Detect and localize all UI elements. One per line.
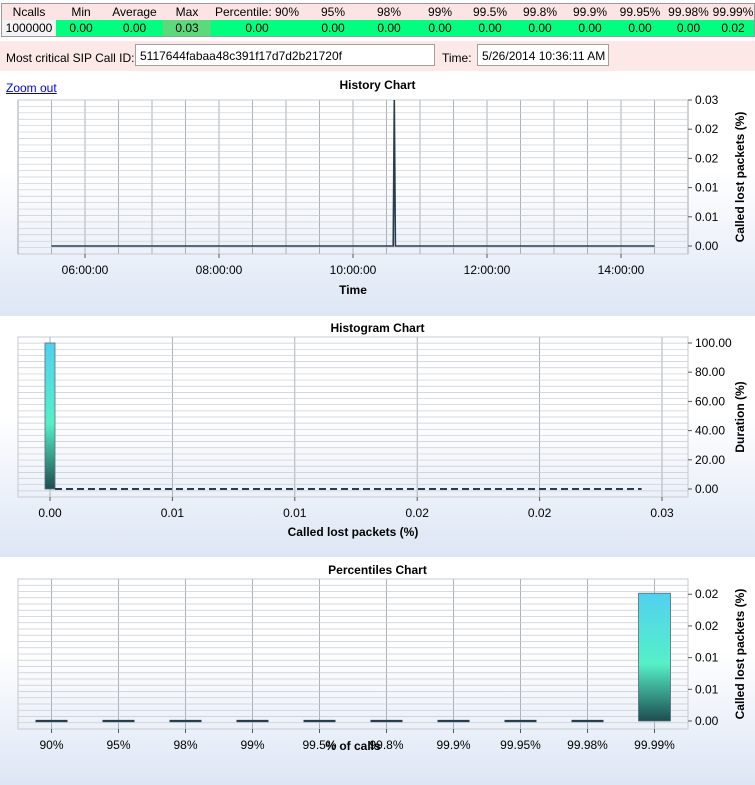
x-axis-label: % of calls <box>325 739 381 753</box>
history-chart-panel: History Chart 06:00:00 08:00:00 10:00:00 12… <box>0 74 755 316</box>
y-tick-label: 0.03 <box>695 93 719 107</box>
x-tick-label: 08:00:00 <box>196 263 243 277</box>
x-tick-label: 10:00:00 <box>330 263 377 277</box>
stats-value-cell: 0.00 <box>515 20 565 36</box>
x-tick-label: 0.01 <box>161 506 185 520</box>
stats-header-cell: Ncalls <box>2 4 56 20</box>
y-tick-label: 0.02 <box>695 122 719 136</box>
x-tick-label: 14:00:00 <box>598 263 645 277</box>
zoom-out-link[interactable]: Zoom out <box>6 81 57 95</box>
y-axis-label: Called lost packets (%) <box>733 589 747 720</box>
percentiles-chart[interactable]: 90% 95% 98% 99% 99.5% 99.8% 99.9% 99.95% 99.98% 9… <box>0 559 755 785</box>
stats-value-cell: 0.03 <box>163 20 211 36</box>
x-tick-label: 99.8% <box>369 738 403 752</box>
time-field[interactable]: 5/26/2014 10:36:11 AM <box>477 44 609 66</box>
x-tick-label: 0.03 <box>650 506 674 520</box>
critical-call-bar: Most critical SIP Call ID: 5117644fabaa4… <box>0 41 755 71</box>
x-tick-label: 99% <box>240 738 264 752</box>
y-tick-label: 40.00 <box>695 424 725 438</box>
stats-value-cell: 0.02 <box>712 20 754 36</box>
y-tick-label: 0.01 <box>695 210 719 224</box>
histogram-chart[interactable]: 0.00 0.01 0.01 0.02 0.02 0.03 0.00 20.00 40.00 60… <box>0 317 755 557</box>
y-tick-label: 100.00 <box>695 336 732 350</box>
y-tick-label: 0.02 <box>695 619 719 633</box>
x-tick-label: 95% <box>106 738 130 752</box>
stats-value-cell: 0.00 <box>465 20 515 36</box>
histogram-chart-title: Histogram Chart <box>330 321 425 335</box>
stats-value-cell: 0.00 <box>211 20 303 36</box>
x-tick-label: 99.99% <box>634 738 675 752</box>
y-tick-label: 0.00 <box>695 239 719 253</box>
x-tick-label: 0.02 <box>528 506 552 520</box>
y-tick-label: 20.00 <box>695 453 725 467</box>
y-tick-label: 0.01 <box>695 682 719 696</box>
y-tick-label: 0.00 <box>695 714 719 728</box>
percentiles-chart-title: Percentiles Chart <box>328 563 427 577</box>
x-tick-label: 0.02 <box>406 506 430 520</box>
y-axis-label: Duration (%) <box>733 381 747 452</box>
stats-value-cell: 0.00 <box>565 20 615 36</box>
x-tick-label: 0.01 <box>283 506 307 520</box>
stats-value-cell: 0.00 <box>415 20 465 36</box>
y-axis-label: Called lost packets (%) <box>733 112 747 243</box>
stats-header-cell: 99.95% <box>615 4 665 20</box>
stats-header-cell: 99.98% <box>665 4 712 20</box>
panel-background <box>0 559 755 785</box>
y-tick-label: 80.00 <box>695 365 725 379</box>
x-tick-label: 0.00 <box>38 506 62 520</box>
stats-value-cell: 0.00 <box>106 20 163 36</box>
x-tick-label: 98% <box>173 738 197 752</box>
stats-value-cell: 0.00 <box>615 20 665 36</box>
stats-value-cell: 0.00 <box>363 20 415 36</box>
stats-header-cell: Average <box>106 4 163 20</box>
history-chart[interactable]: 06:00:00 08:00:00 10:00:00 12:00:00 14:00:00… <box>0 74 755 316</box>
stats-header-row: Ncalls Min Average Max Percentile: 90% 95% 98%… <box>2 4 754 20</box>
x-tick-label: 99.5% <box>302 738 336 752</box>
history-chart-title: History Chart <box>339 78 416 92</box>
x-tick-label: 06:00:00 <box>62 263 109 277</box>
stats-value-cell: 0.00 <box>56 20 106 36</box>
stats-table: Ncalls Min Average Max Percentile: 90% 95% 98%… <box>1 3 755 37</box>
x-tick-label: 90% <box>39 738 63 752</box>
histogram-chart-panel: Histogram Chart 0.00 0.01 0.01 0.02 0.02 0.03… <box>0 317 755 557</box>
percentiles-chart-panel: Percentiles Chart 90% 95% 98% 99% 99.5% 99.8%… <box>0 559 755 785</box>
panel-background <box>0 74 755 316</box>
call-id-field[interactable]: 5117644fabaa48c391f17d7d2b21720f <box>135 44 435 66</box>
stats-header-cell: 99.5% <box>465 4 515 20</box>
stats-header-cell: Max <box>163 4 211 20</box>
stats-header-cell: 99.9% <box>565 4 615 20</box>
critical-call-label: Most critical SIP Call ID: <box>6 51 135 65</box>
stats-header-cell: 98% <box>363 4 415 20</box>
stats-header-cell: 99% <box>415 4 465 20</box>
stats-header-cell: 95% <box>303 4 363 20</box>
x-axis-label: Time <box>339 283 367 297</box>
y-tick-label: 0.01 <box>695 651 719 665</box>
y-tick-label: 0.01 <box>695 181 719 195</box>
panel-background <box>0 317 755 557</box>
stats-value-cell: 0.00 <box>303 20 363 36</box>
histogram-bar <box>44 342 56 490</box>
stats-value-row: 1000000 0.00 0.00 0.03 0.00 0.00 0.00 0.00 0.00 0… <box>2 20 754 36</box>
x-tick-label: 99.98% <box>567 738 608 752</box>
stats-header-cell: Percentile: 90% <box>211 4 303 20</box>
y-tick-label: 0.02 <box>695 151 719 165</box>
stats-header-cell: 99.8% <box>515 4 565 20</box>
x-axis-label: Called lost packets (%) <box>288 525 419 539</box>
y-tick-label: 0.02 <box>695 587 719 601</box>
stats-header-cell: Min <box>56 4 106 20</box>
stats-value-cell: 0.00 <box>665 20 712 36</box>
percentile-bar <box>638 592 671 722</box>
stats-value-cell: 1000000 <box>2 20 56 36</box>
history-series-line <box>51 99 655 247</box>
y-tick-label: 60.00 <box>695 394 725 408</box>
x-tick-label: 99.95% <box>500 738 541 752</box>
y-tick-label: 0.00 <box>695 482 719 496</box>
time-label: Time: <box>442 51 472 65</box>
x-tick-label: 99.9% <box>436 738 470 752</box>
x-tick-label: 12:00:00 <box>464 263 511 277</box>
stats-header-cell: 99.99% <box>712 4 754 20</box>
